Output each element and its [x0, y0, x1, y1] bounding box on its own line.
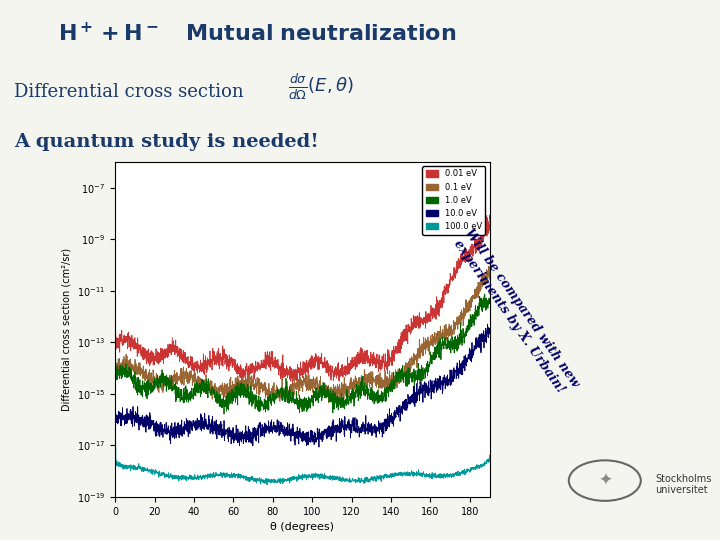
0.1 eV	[293, 380, 302, 387]
10.0 eV	[130, 423, 139, 429]
0.01 eV	[485, 215, 494, 222]
100.0 eV	[283, 475, 292, 482]
100.0 eV	[293, 474, 302, 480]
1.0 eV	[220, 411, 228, 417]
0.01 eV	[485, 212, 494, 218]
0.01 eV	[283, 365, 292, 372]
0.01 eV	[130, 345, 139, 351]
Line: 10.0 eV: 10.0 eV	[115, 324, 490, 447]
10.0 eV	[406, 396, 415, 403]
Text: $\mathbf{H^+ + H^-}$   $\mathbf{Mutual\ neutralization}$: $\mathbf{H^+ + H^-}$ $\mathbf{Mutual\ ne…	[58, 23, 456, 46]
10.0 eV	[485, 330, 494, 336]
X-axis label: θ (degrees): θ (degrees)	[271, 522, 334, 532]
0.01 eV	[474, 234, 483, 241]
Line: 1.0 eV: 1.0 eV	[115, 294, 490, 414]
10.0 eV	[483, 321, 492, 327]
10.0 eV	[111, 399, 120, 405]
Text: ✦: ✦	[598, 471, 612, 490]
0.1 eV	[485, 263, 493, 269]
100.0 eV	[111, 403, 120, 409]
0.1 eV	[130, 367, 139, 373]
0.1 eV	[474, 283, 483, 289]
1.0 eV	[480, 291, 489, 297]
100.0 eV	[485, 452, 494, 458]
Line: 0.1 eV: 0.1 eV	[115, 266, 490, 403]
10.0 eV	[474, 335, 483, 341]
0.01 eV	[111, 303, 120, 309]
100.0 eV	[474, 464, 483, 470]
Line: 100.0 eV: 100.0 eV	[115, 406, 490, 485]
1.0 eV	[474, 303, 483, 309]
1.0 eV	[293, 402, 302, 408]
0.1 eV	[406, 366, 415, 373]
0.01 eV	[288, 381, 297, 388]
10.0 eV	[293, 424, 302, 430]
100.0 eV	[474, 462, 483, 468]
100.0 eV	[130, 462, 139, 469]
0.1 eV	[212, 400, 221, 407]
Text: Differential cross section: Differential cross section	[14, 83, 256, 101]
Y-axis label: Differential cross section (cm²/sr): Differential cross section (cm²/sr)	[62, 248, 71, 411]
1.0 eV	[283, 393, 292, 400]
1.0 eV	[474, 312, 483, 319]
1.0 eV	[485, 297, 494, 303]
Text: Will be compared with new
experiments by X. Urbain!: Will be compared with new experiments by…	[449, 227, 582, 399]
1.0 eV	[406, 370, 415, 376]
Text: A quantum study is needed!: A quantum study is needed!	[14, 133, 319, 151]
0.1 eV	[474, 291, 483, 297]
0.01 eV	[406, 323, 415, 330]
0.1 eV	[111, 356, 120, 363]
Text: Stockholms
universitet: Stockholms universitet	[655, 474, 711, 496]
0.01 eV	[293, 361, 302, 368]
10.0 eV	[315, 444, 323, 450]
0.1 eV	[283, 388, 292, 395]
10.0 eV	[474, 334, 483, 341]
100.0 eV	[263, 482, 271, 488]
10.0 eV	[283, 427, 292, 434]
1.0 eV	[130, 373, 139, 379]
Line: 0.01 eV: 0.01 eV	[115, 215, 490, 384]
1.0 eV	[111, 348, 120, 354]
0.1 eV	[485, 265, 494, 271]
100.0 eV	[406, 470, 415, 477]
Text: $\frac{d\sigma}{d\Omega}(E,\theta)$: $\frac{d\sigma}{d\Omega}(E,\theta)$	[288, 72, 354, 102]
Legend: 0.01 eV, 0.1 eV, 1.0 eV, 10.0 eV, 100.0 eV: 0.01 eV, 0.1 eV, 1.0 eV, 10.0 eV, 100.0 …	[423, 166, 485, 234]
0.01 eV	[474, 242, 483, 249]
